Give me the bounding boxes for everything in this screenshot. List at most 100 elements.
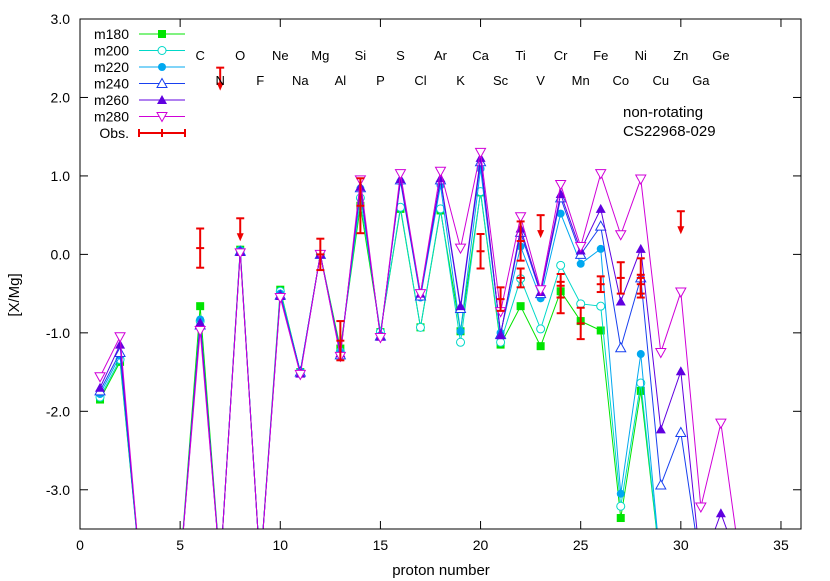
data-point-m260 [615,296,626,306]
data-point-m280 [234,248,247,259]
legend-label: m240 [94,76,129,92]
legend-label: m180 [94,26,129,42]
y-tick-label: 1.0 [51,168,71,184]
element-label: Ne [272,48,289,63]
series-line-m280 [99,152,737,529]
data-point-m180 [536,342,545,351]
data-point-m220 [596,244,605,253]
data-point-m280 [554,180,567,191]
legend-marker [157,46,167,55]
element-labels: C O Ne Mg Si S Ar Ca Ti Cr Fe Ni Zn Ge N F Na Al P Cl K Sc V Mn… [195,48,729,88]
legend-label: m260 [94,92,129,108]
y-tick-label: 3.0 [51,11,71,27]
data-point-m280 [394,169,407,180]
data-point-m260 [635,243,646,253]
data-point-m280 [674,287,687,299]
series-m200 [95,187,658,529]
legend-label: Obs. [99,125,129,141]
legend-marker [158,63,166,71]
data-point-m240 [654,479,667,490]
x-tick-label: 15 [373,537,389,553]
data-point-m240 [594,220,607,231]
x-axis-title: proton number [392,562,490,579]
y-tick-label: -3.0 [46,482,70,498]
obs-upper-limit-head [677,226,685,235]
obs-upper-limit-head [236,233,244,242]
data-point-m220 [616,489,625,498]
element-label: Ar [434,48,448,63]
data-point-m280 [514,212,527,223]
data-point-m280 [715,418,727,430]
data-point-m200 [415,322,425,332]
series-observations [196,66,685,362]
element-label: Fe [593,48,608,63]
data-point-m260 [675,366,686,376]
x-tick-label: 30 [673,537,689,553]
series-line-m220 [99,168,658,529]
data-point-m200 [616,501,626,511]
element-label: F [256,73,264,88]
series-m220 [96,164,658,529]
element-label: Co [612,73,629,88]
series-m180 [96,188,657,529]
data-point-m260 [715,508,726,518]
data-point-m200 [576,299,586,309]
axis-ticks: 0 5 10 15 20 25 30 35 -3.0 -2.0 -1.0 0.0 1.0 2.0 3.0 [46,11,801,553]
legend-marker [157,95,167,104]
annotation-line-1: non-rotating [623,104,703,121]
element-label: N [215,73,224,88]
series-line-m180 [99,192,657,529]
data-point-m220 [636,350,645,359]
data-point-m200 [556,260,566,270]
element-label: S [396,48,405,63]
data-point-m240 [114,346,126,357]
element-label: Ga [692,73,710,88]
element-label: Na [292,73,309,88]
data-point-m280 [654,347,667,359]
element-label: Cl [414,73,426,88]
data-point-m180 [616,514,625,523]
data-point-m280 [434,166,447,178]
data-point-m260 [455,301,466,311]
data-point-m260 [195,317,206,327]
data-point-m180 [596,326,605,335]
x-tick-label: 10 [272,537,288,553]
data-point-m280 [94,372,106,383]
element-label: Al [335,73,347,88]
data-point-m280 [474,147,487,159]
data-point-m180 [196,302,205,311]
y-tick-label: 2.0 [51,89,71,105]
element-label: P [376,73,385,88]
data-point-m200 [536,324,546,334]
x-tick-label: 5 [176,537,184,553]
data-point-m180 [516,302,525,311]
data-point-m200 [596,301,606,311]
x-tick-label: 25 [573,537,589,553]
element-label: Cu [652,73,669,88]
data-point-m280 [454,243,467,255]
data-point-m280 [274,293,287,304]
data-point-m220 [456,327,465,336]
data-point-m280 [614,230,627,241]
element-label: V [536,73,545,88]
obs-upper-limit-head [216,82,224,91]
element-label: Ni [635,48,647,63]
element-label: O [235,48,245,63]
data-point-m260 [495,330,506,340]
data-point-m280 [194,325,207,337]
data-point-m280 [294,369,307,381]
x-tick-label: 35 [773,537,789,553]
data-point-m260 [655,424,666,434]
data-point-m240 [674,426,687,437]
data-point-m280 [594,169,607,180]
element-label: Ti [515,48,525,63]
x-tick-label: 20 [473,537,489,553]
series-m280 [94,147,737,529]
data-point-m280 [695,502,707,514]
data-point-m180 [636,386,645,395]
y-tick-label: -2.0 [46,403,70,419]
data-point-m220 [576,259,585,268]
data-point-m240 [614,341,627,353]
data-point-m260 [595,203,606,213]
